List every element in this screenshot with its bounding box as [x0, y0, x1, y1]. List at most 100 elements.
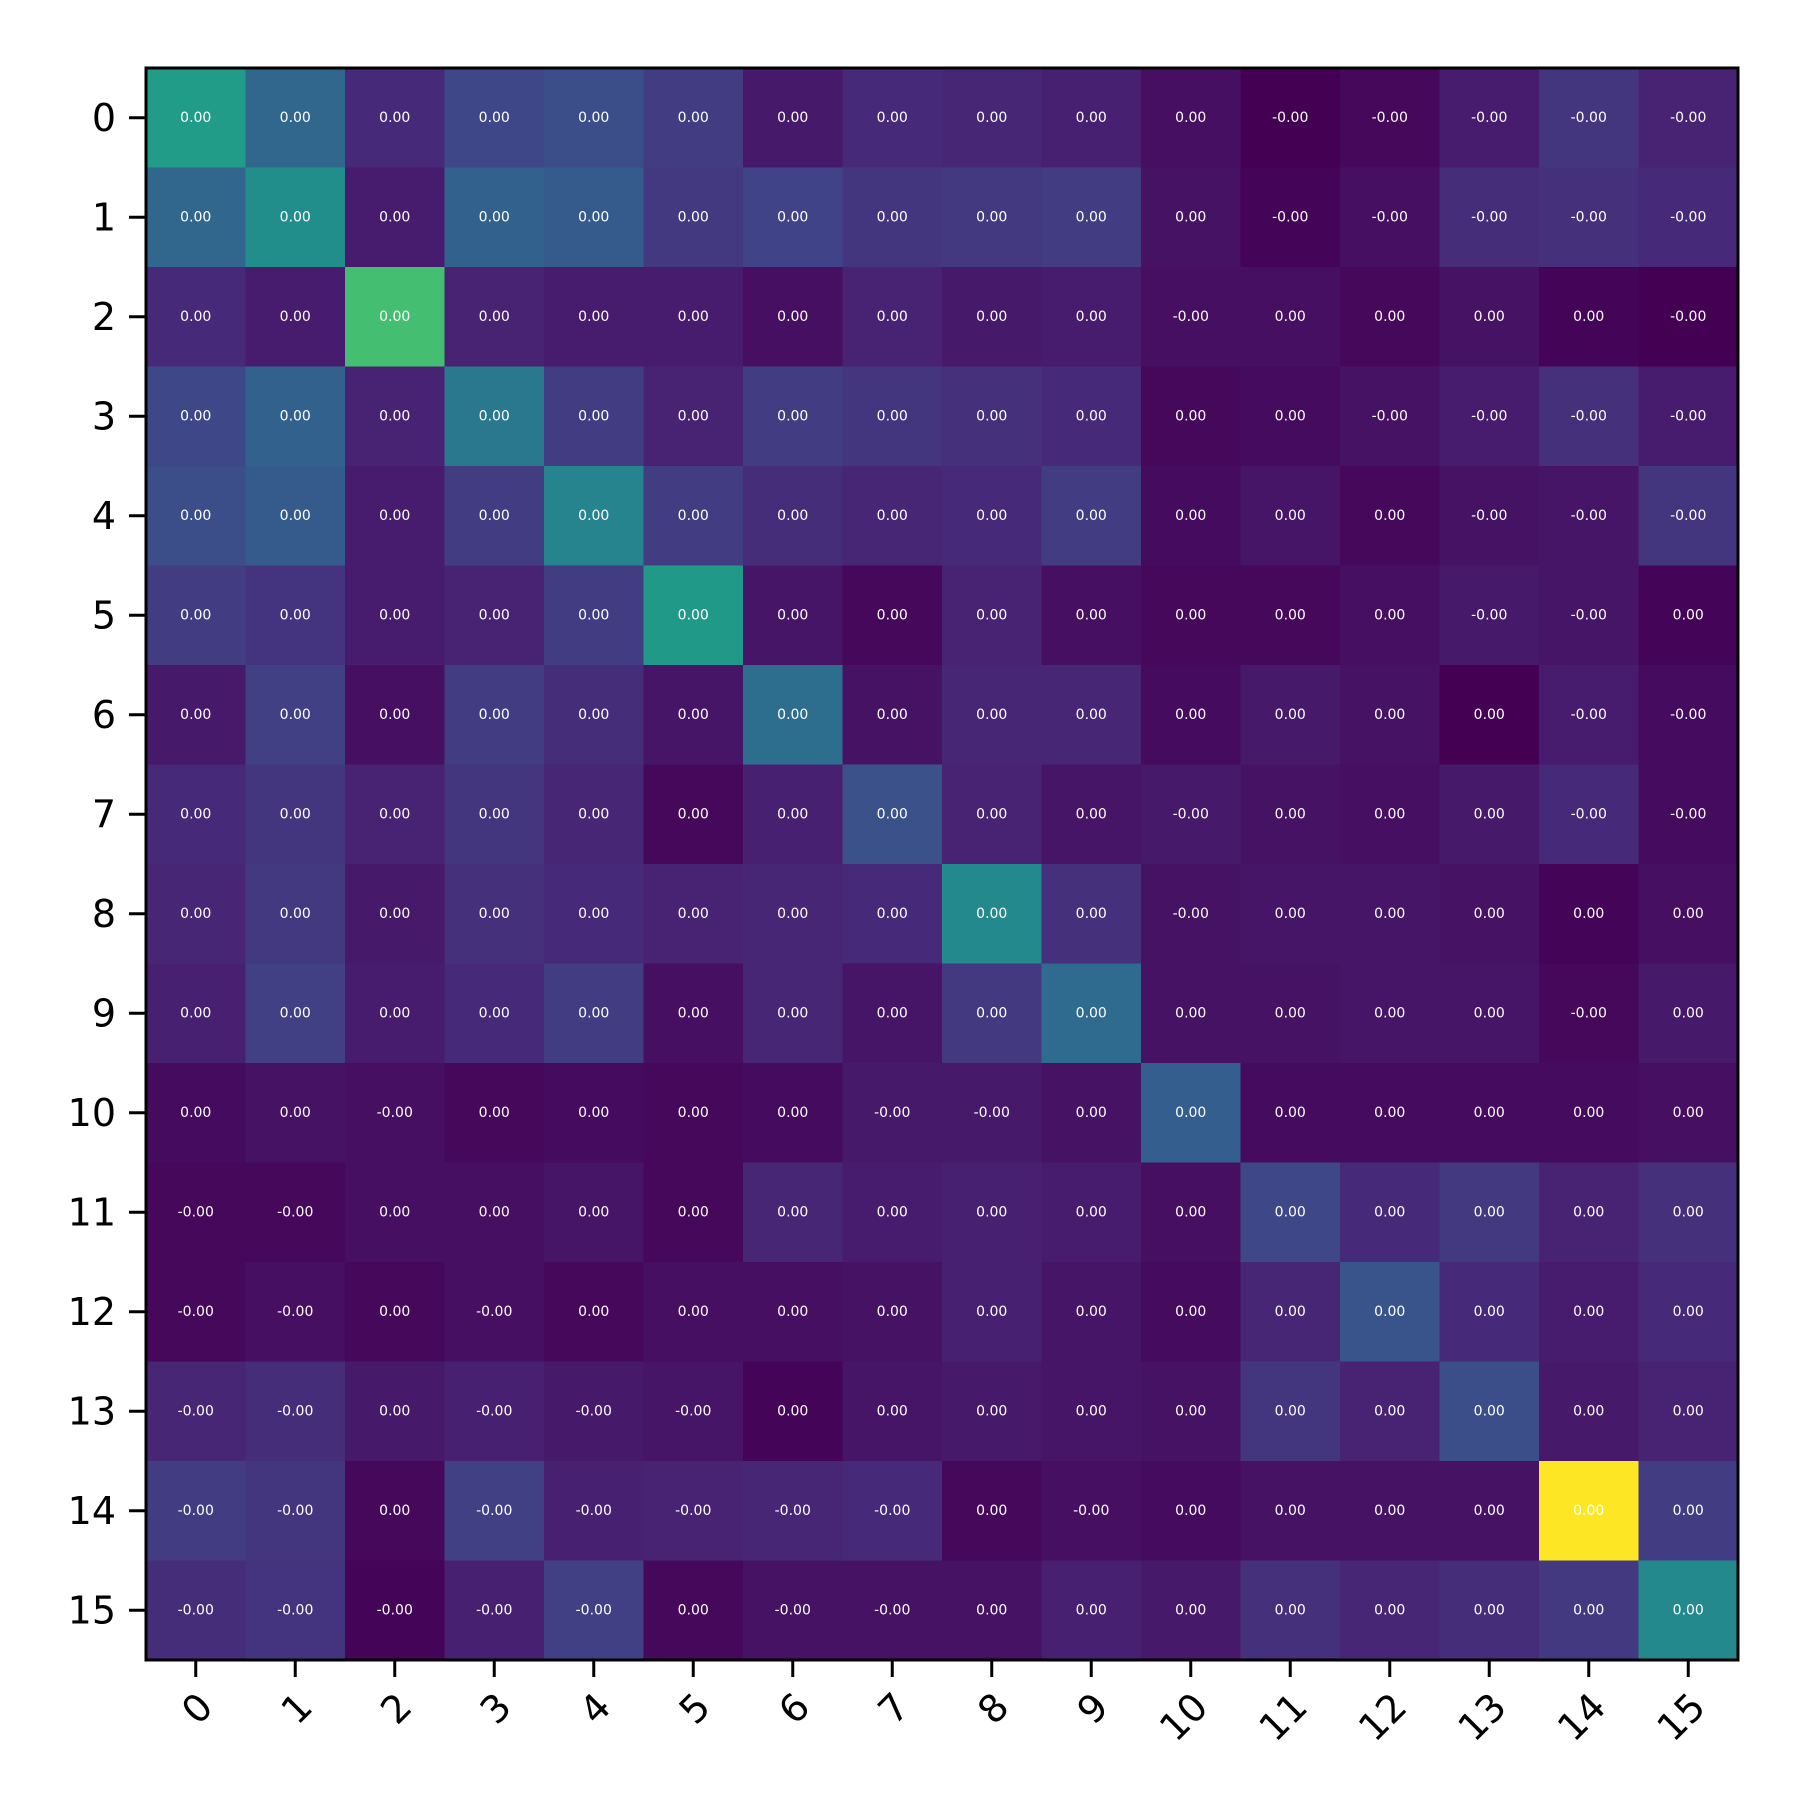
heatmap-cell	[942, 565, 1043, 666]
heatmap-cell	[942, 665, 1043, 766]
heatmap-cell	[1439, 68, 1540, 169]
cell-value-label: 0.00	[877, 209, 908, 225]
heatmap-cell	[444, 267, 545, 368]
heatmap-cell	[245, 764, 346, 865]
cell-value-label: 0.00	[777, 110, 808, 126]
cell-value-label: 0.00	[280, 408, 311, 424]
cell-value-label: 0.00	[1474, 1602, 1505, 1618]
heatmap-cell	[1141, 366, 1242, 467]
heatmap-cell	[345, 565, 446, 666]
heatmap-cell	[1439, 864, 1540, 965]
heatmap-cell	[1539, 1560, 1640, 1661]
cell-value-label: 0.00	[280, 806, 311, 822]
cell-value-label: -0.00	[1571, 209, 1607, 225]
cell-value-label: 0.00	[976, 1602, 1007, 1618]
heatmap-cell	[1141, 665, 1242, 766]
cell-value-label: 0.00	[1275, 408, 1306, 424]
heatmap-cell	[1638, 1162, 1739, 1263]
heatmap-cell	[1539, 565, 1640, 666]
cell-value-label: 0.00	[1175, 209, 1206, 225]
y-tick-label: 10	[68, 1091, 116, 1135]
heatmap-cell	[1638, 963, 1739, 1064]
heatmap-cell	[743, 267, 844, 368]
x-tick-label: 8	[969, 1684, 1017, 1732]
heatmap-cell	[444, 167, 545, 268]
heatmap-cell	[1240, 267, 1341, 368]
heatmap-cell	[1340, 68, 1441, 169]
heatmap-cell	[842, 466, 943, 567]
x-tick-label: 12	[1350, 1684, 1415, 1749]
heatmap-cell	[1240, 1063, 1341, 1164]
heatmap-cell	[643, 665, 744, 766]
heatmap-cell	[1041, 1560, 1142, 1661]
heatmap-cell	[245, 68, 346, 169]
cell-value-label: 0.00	[1076, 1105, 1107, 1121]
cell-value-label: -0.00	[476, 1403, 512, 1419]
cell-value-label: 0.00	[1076, 1403, 1107, 1419]
heatmap-cell	[1240, 366, 1341, 467]
cell-value-label: 0.00	[280, 209, 311, 225]
cell-value-label: 0.00	[777, 906, 808, 922]
cell-value-label: 0.00	[1175, 1204, 1206, 1220]
cell-value-label: 0.00	[479, 607, 510, 623]
heatmap-cell	[1539, 1162, 1640, 1263]
heatmap-cell	[1340, 665, 1441, 766]
heatmap-cell	[1439, 665, 1540, 766]
heatmap-cell	[1041, 167, 1142, 268]
heatmap-cell	[1141, 1262, 1242, 1363]
cell-value-label: 0.00	[1374, 309, 1405, 325]
heatmap-cell	[1041, 963, 1142, 1064]
cell-value-label: 0.00	[976, 1204, 1007, 1220]
heatmap-cell	[1539, 1262, 1640, 1363]
cell-value-label: -0.00	[1670, 806, 1706, 822]
cell-value-label: -0.00	[576, 1602, 612, 1618]
heatmap-cell	[544, 764, 645, 865]
cell-value-label: 0.00	[578, 707, 609, 723]
cell-value-label: 0.00	[976, 806, 1007, 822]
cell-value-label: 0.00	[1175, 408, 1206, 424]
cell-value-label: 0.00	[280, 1105, 311, 1121]
cell-value-label: 0.00	[1474, 806, 1505, 822]
cell-value-label: -0.00	[974, 1105, 1010, 1121]
heatmap-cell	[1638, 167, 1739, 268]
heatmap-cell	[1041, 466, 1142, 567]
cell-value-label: 0.00	[1275, 607, 1306, 623]
cell-value-label: 0.00	[1275, 1602, 1306, 1618]
y-tick-label: 12	[68, 1290, 116, 1334]
heatmap-cell	[942, 167, 1043, 268]
cell-value-label: -0.00	[1471, 508, 1507, 524]
cell-value-label: 0.00	[479, 806, 510, 822]
cell-value-label: 0.00	[1275, 1005, 1306, 1021]
cell-value-label: 0.00	[379, 906, 410, 922]
cell-value-label: 0.00	[1374, 1503, 1405, 1519]
cell-value-label: -0.00	[277, 1304, 313, 1320]
cell-value-label: 0.00	[379, 309, 410, 325]
heatmap-cell	[544, 864, 645, 965]
cell-value-label: 0.00	[479, 408, 510, 424]
heatmap-cell	[942, 267, 1043, 368]
x-tick-label: 13	[1449, 1684, 1514, 1749]
heatmap-cell	[345, 1560, 446, 1661]
cell-value-label: 0.00	[1573, 1403, 1604, 1419]
cell-value-label: 0.00	[379, 1005, 410, 1021]
cell-value-label: -0.00	[277, 1503, 313, 1519]
cell-value-label: 0.00	[1076, 1602, 1107, 1618]
heatmap-cell	[743, 864, 844, 965]
cell-value-label: 0.00	[1175, 1503, 1206, 1519]
y-tick-label: 11	[68, 1190, 116, 1234]
x-tick-label: 15	[1648, 1684, 1713, 1749]
cell-value-label: 0.00	[1573, 906, 1604, 922]
cell-value-label: -0.00	[874, 1602, 910, 1618]
heatmap-cell	[1539, 864, 1640, 965]
cell-value-label: 0.00	[1374, 1304, 1405, 1320]
heatmap-cell	[1240, 466, 1341, 567]
heatmap-cell	[1439, 1461, 1540, 1562]
cell-value-label: 0.00	[1673, 1105, 1704, 1121]
heatmap-cell	[345, 963, 446, 1064]
heatmap-cell	[1638, 466, 1739, 567]
cell-value-label: -0.00	[1471, 209, 1507, 225]
heatmap-cell	[146, 1560, 247, 1661]
y-tick-label: 1	[92, 195, 116, 239]
cell-value-label: 0.00	[479, 508, 510, 524]
